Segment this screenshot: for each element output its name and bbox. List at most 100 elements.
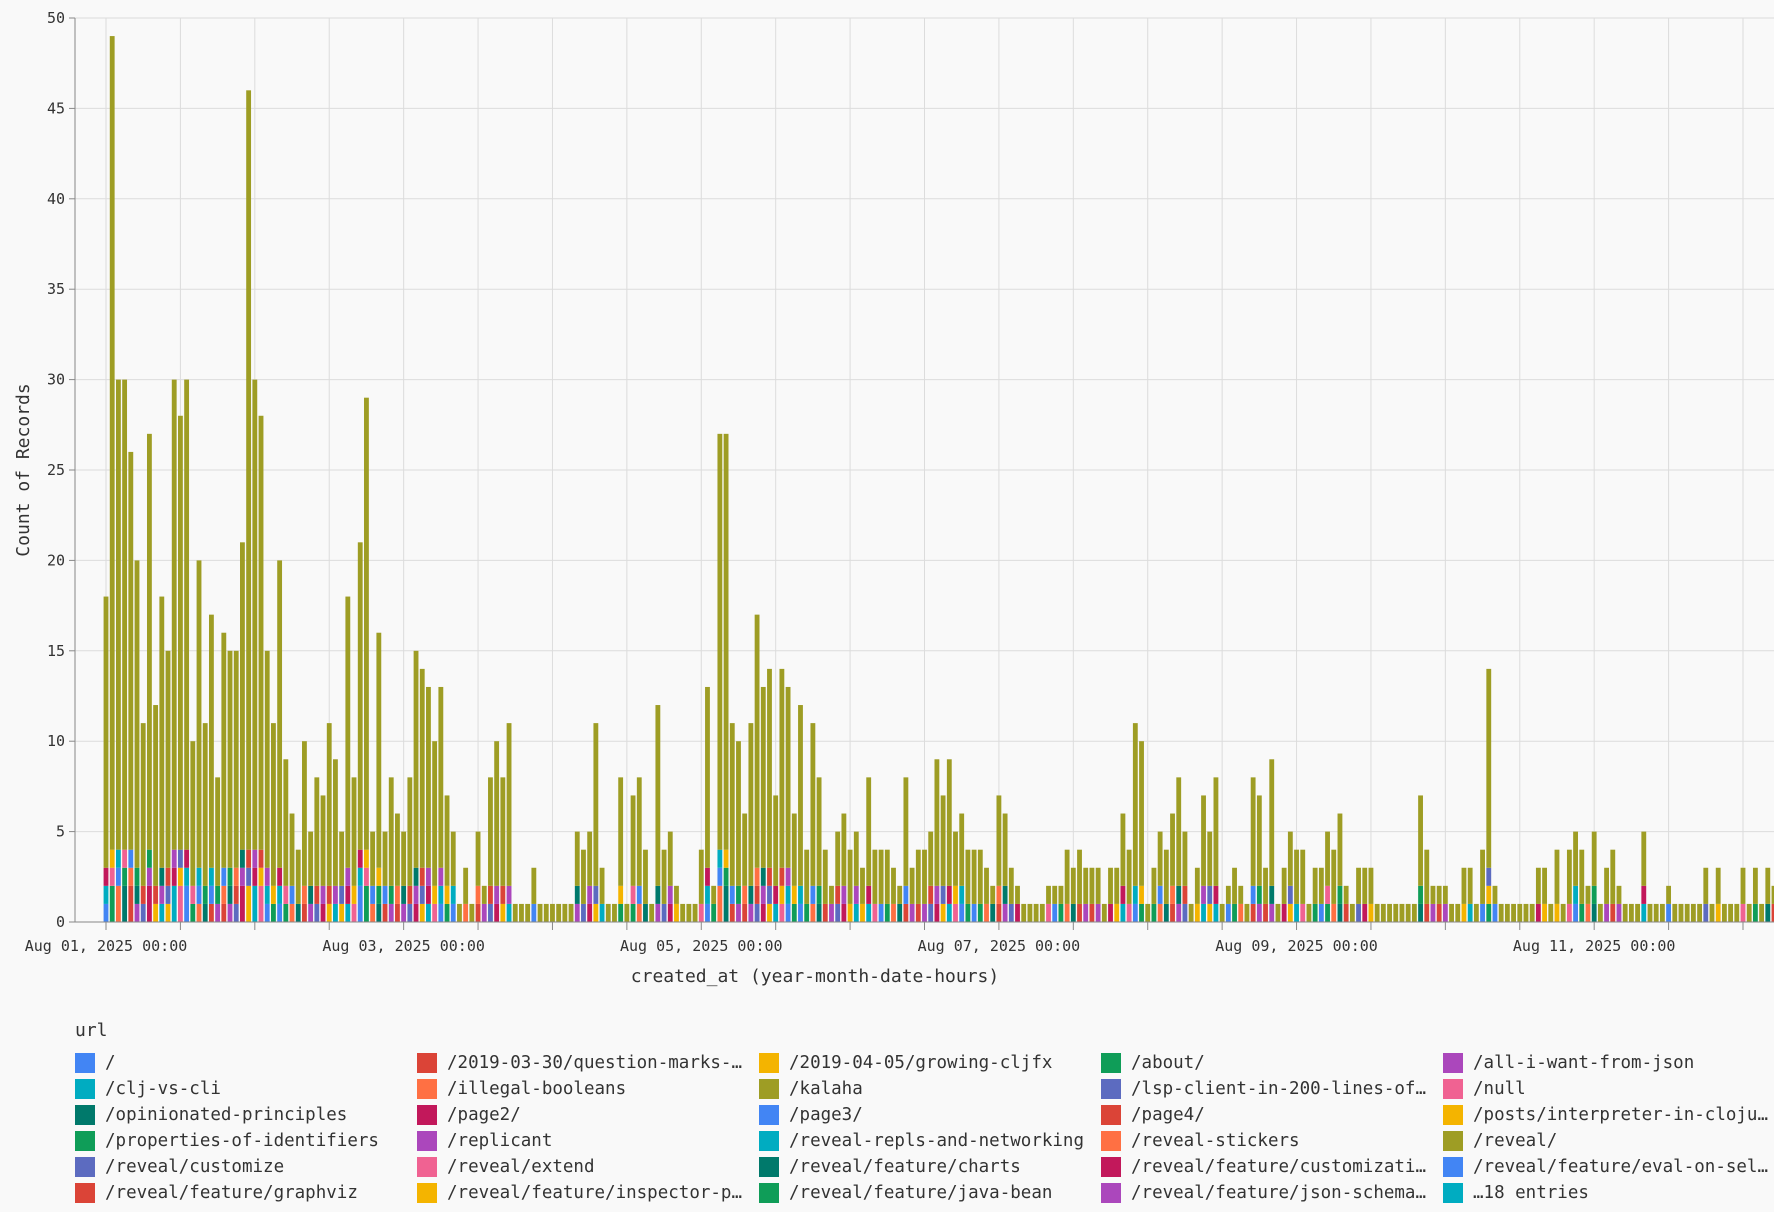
bar-segment [401, 903, 407, 922]
bar-segment [674, 903, 679, 922]
bar-segment [928, 885, 934, 904]
bar-segment [388, 903, 394, 922]
legend-item[interactable]: /page3/ [759, 1102, 1101, 1128]
bar-segment [388, 777, 394, 886]
legend-label: /page2/ [447, 1105, 521, 1125]
legend-item[interactable]: /about/ [1101, 1050, 1443, 1076]
legend-item[interactable]: …18 entries [1443, 1180, 1774, 1206]
bar-segment [773, 795, 779, 886]
bar-segment [705, 867, 710, 886]
bar-segment [233, 903, 239, 922]
bar-segment [196, 903, 202, 922]
bar-segment [1213, 903, 1219, 922]
legend-item[interactable]: /reveal/customize [75, 1154, 417, 1180]
bar-segment [1461, 867, 1467, 904]
bar-segment [841, 813, 847, 886]
legend-item[interactable]: /reveal/feature/graphviz [75, 1180, 417, 1206]
bar-segment [742, 903, 748, 922]
bar-segment [122, 867, 128, 886]
legend-swatch [1443, 1131, 1463, 1151]
bar-segment [798, 903, 803, 922]
bar-segment [413, 885, 419, 904]
bar-segment [816, 777, 822, 886]
bar-segment [1170, 813, 1175, 886]
bar-segment [283, 885, 289, 904]
bar-segment [1108, 867, 1113, 904]
bar-segment [252, 885, 258, 922]
bar-segment [382, 885, 388, 904]
bar-segment [1325, 903, 1330, 922]
legend-item[interactable]: /reveal/feature/customization [1101, 1154, 1443, 1180]
bar-segment [289, 813, 295, 886]
bar-segment [1486, 885, 1492, 904]
legend-item[interactable]: /replicant [417, 1128, 759, 1154]
bar-segment [295, 849, 301, 904]
legend-item[interactable]: /properties-of-identifiers [75, 1128, 417, 1154]
bar-segment [767, 903, 772, 922]
bar-segment [748, 903, 754, 922]
bar-segment [128, 849, 134, 868]
bar-segment [959, 885, 965, 904]
bar-segment [227, 867, 233, 886]
bar-segment [1263, 903, 1268, 922]
bar-segment [643, 849, 648, 904]
legend-item[interactable]: / [75, 1050, 417, 1076]
legend-item[interactable]: /reveal-repls-and-networking [759, 1128, 1101, 1154]
legend-item[interactable]: /reveal-stickers [1101, 1128, 1443, 1154]
legend-item[interactable]: /reveal/ [1443, 1128, 1774, 1154]
bar-segment [246, 849, 252, 868]
bar-segment [159, 903, 165, 922]
bar-segment [915, 849, 921, 904]
bar-segment [971, 849, 977, 904]
bar-segment [1039, 903, 1045, 922]
bar-segment [1752, 867, 1758, 904]
legend-item[interactable]: /lsp-client-in-200-lines-of-c… [1101, 1076, 1443, 1102]
bar-segment [326, 723, 332, 886]
legend-item[interactable]: /illegal-booleans [417, 1076, 759, 1102]
legend-item[interactable]: /reveal/extend [417, 1154, 759, 1180]
bar-segment [965, 849, 971, 904]
legend-item[interactable]: /posts/interpreter-in-cloju… [1443, 1102, 1774, 1128]
bar-segment [1684, 903, 1690, 922]
bar-segment [717, 433, 723, 850]
legend-item[interactable]: /reveal/feature/java-bean [759, 1180, 1101, 1206]
legend-item[interactable]: /reveal/feature/eval-on-sel… [1443, 1154, 1774, 1180]
bar-segment [1114, 903, 1120, 922]
bar-segment [1070, 867, 1076, 904]
bar-segment [1095, 903, 1101, 922]
bar-segment [785, 903, 791, 922]
bar-segment [791, 813, 797, 886]
bar-segment [494, 885, 500, 904]
bar-segment [419, 668, 425, 868]
bar-segment [1139, 903, 1144, 922]
legend-item[interactable]: /page4/ [1101, 1102, 1443, 1128]
legend-item[interactable]: /all-i-want-from-json [1443, 1050, 1774, 1076]
legend-item[interactable]: /reveal/feature/inspector-pop… [417, 1180, 759, 1206]
bar-segment [1083, 867, 1089, 904]
bar-segment [382, 831, 388, 886]
y-tick-label: 45 [47, 99, 65, 117]
bar-segment [1269, 903, 1275, 922]
legend-swatch [1101, 1183, 1121, 1203]
legend-item[interactable]: /kalaha [759, 1076, 1101, 1102]
bar-segment [1325, 831, 1330, 886]
bar-segment [1362, 867, 1368, 904]
legend-item[interactable]: /null [1443, 1076, 1774, 1102]
legend-item[interactable]: /opinionated-principles [75, 1102, 417, 1128]
legend-item[interactable]: /reveal/feature/charts [759, 1154, 1101, 1180]
bar-segment [1207, 903, 1213, 922]
legend-item[interactable]: /2019-04-05/growing-cljfx [759, 1050, 1101, 1076]
bar-segment [556, 903, 562, 922]
bar-segment [1052, 885, 1058, 904]
legend-item[interactable]: /reveal/feature/json-schema-f… [1101, 1180, 1443, 1206]
legend-item[interactable]: /2019-03-30/question-marks-in… [417, 1050, 759, 1076]
legend-label: /reveal/customize [105, 1157, 285, 1177]
bar-segment [574, 885, 580, 904]
bar-segment [804, 903, 810, 922]
bar-segment [1281, 867, 1287, 904]
legend-label: …18 entries [1473, 1183, 1589, 1203]
legend-item[interactable]: /page2/ [417, 1102, 759, 1128]
legend-item[interactable]: /clj-vs-cli [75, 1076, 417, 1102]
bar-segment [146, 433, 152, 850]
x-axis-title: created_at (year-month-date-hours) [631, 966, 999, 987]
